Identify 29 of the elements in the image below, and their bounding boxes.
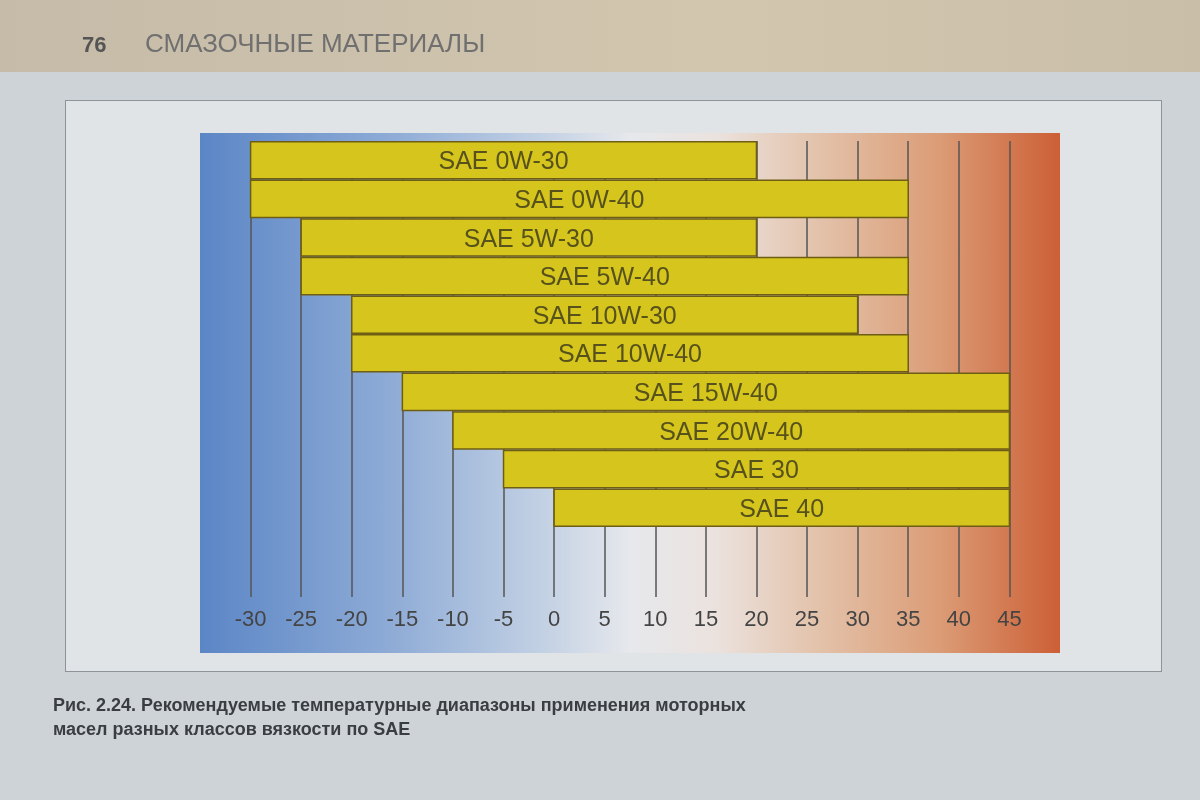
y-tick-label: SAE 10W-30 — [532, 300, 677, 329]
x-tick-label: 0 — [547, 605, 561, 631]
x-tick-label: 20 — [744, 605, 769, 631]
x-tick-label: -20 — [335, 605, 368, 631]
text: СМАЗОЧНЫЕ МАТЕРИАЛЫ — [145, 28, 486, 58]
x-tick-label: -5 — [493, 605, 514, 631]
x-tick-label: 30 — [845, 605, 870, 631]
x-tick-label: 25 — [794, 605, 820, 631]
x-tick-label: -30 — [234, 605, 267, 631]
y-tick-label: SAE 10W-40 — [557, 339, 703, 368]
y-tick-label: SAE 5W-30 — [463, 223, 594, 252]
x-tick-label: 5 — [598, 605, 611, 631]
y-tick-label: SAE 40 — [739, 493, 825, 522]
y-tick-label: SAE 5W-40 — [539, 262, 670, 291]
text: 76 — [82, 31, 107, 57]
x-tick-label: 45 — [997, 605, 1022, 631]
y-tick-label: SAE 15W-40 — [633, 377, 778, 406]
y-tick-label: SAE 0W-30 — [438, 146, 569, 175]
text: Рис. 2.24. Рекомендуемые температурные диапазоны применения моторных масел разных классов вязкости по SAE — [53, 695, 751, 739]
x-tick-label: 15 — [693, 605, 719, 631]
x-tick-label: 40 — [946, 605, 972, 631]
x-tick-label: 35 — [895, 605, 921, 631]
x-tick-label: -10 — [437, 605, 469, 631]
y-tick-label: SAE 20W-40 — [659, 416, 804, 445]
x-tick-label: 10 — [643, 605, 668, 631]
x-tick-label: -25 — [285, 605, 318, 631]
x-tick-label: -15 — [386, 605, 419, 631]
y-tick-label: SAE 30 — [714, 455, 799, 484]
y-tick-label: SAE 0W-40 — [514, 184, 645, 213]
